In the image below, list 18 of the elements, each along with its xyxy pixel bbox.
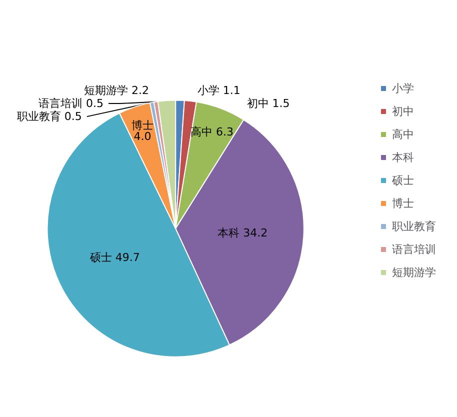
legend-label: 短期游学 xyxy=(392,266,436,279)
legend-label: 本科 xyxy=(392,151,414,164)
category-label: 语言培训 0.5 xyxy=(38,97,104,110)
legend-label: 初中 xyxy=(392,105,414,118)
legend-label: 博士 xyxy=(392,197,414,210)
data-label: 4.0 xyxy=(134,130,152,143)
legend-label: 高中 xyxy=(392,128,414,141)
category-label: 本科 34.2 xyxy=(218,226,268,240)
category-label: 职业教育 0.5 xyxy=(16,110,82,124)
category-label: 小学 1.1 xyxy=(197,84,240,97)
category-label: 硕士 49.7 xyxy=(90,250,140,264)
legend-label: 语言培训 xyxy=(392,243,436,256)
legend-label: 硕士 xyxy=(391,174,414,187)
category-label: 短期游学 2.2 xyxy=(84,84,150,98)
slice-label: 博士 xyxy=(131,118,154,132)
legend-label: 小学 xyxy=(392,82,414,95)
legend-label: 职业教育 xyxy=(392,220,436,233)
category-label: 初中 1.5 xyxy=(246,96,290,110)
